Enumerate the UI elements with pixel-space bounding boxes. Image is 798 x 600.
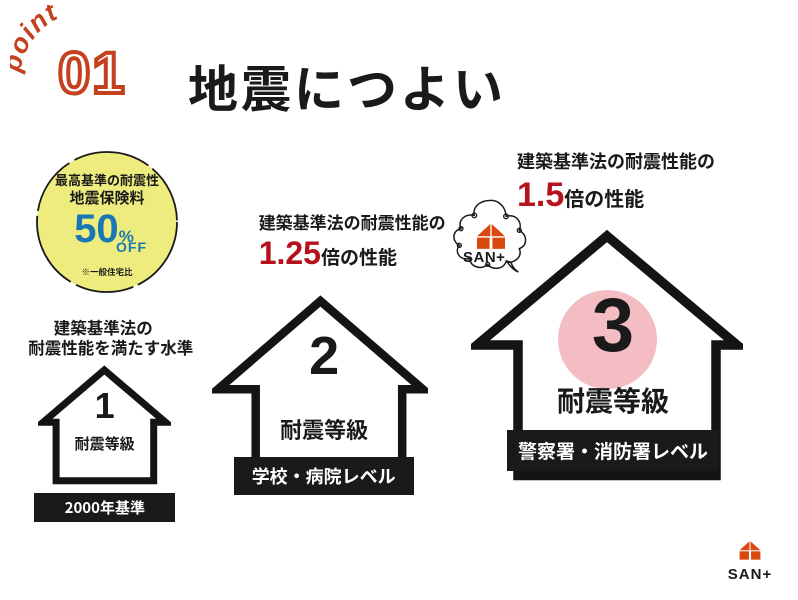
svg-text:point: point: [10, 5, 62, 75]
